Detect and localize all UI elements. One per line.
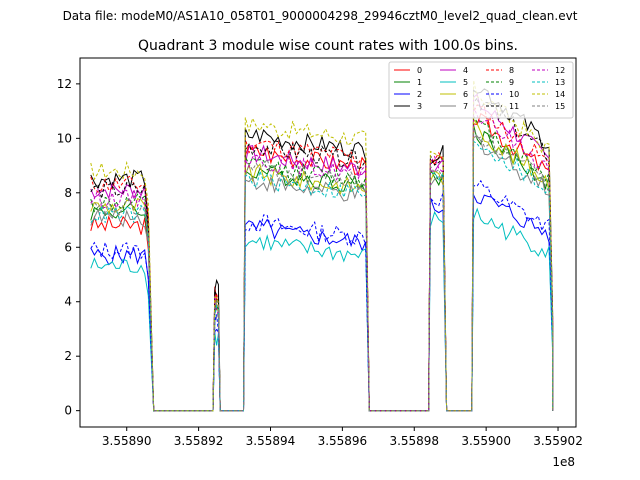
series-layer — [90, 80, 554, 412]
series-line-4 — [90, 93, 554, 412]
legend-label: 5 — [463, 78, 468, 87]
series-line-13 — [90, 140, 554, 412]
x-tick-label: 3.55896 — [318, 434, 368, 448]
legend-label: 12 — [555, 66, 565, 75]
series-line-8 — [90, 104, 554, 412]
series-line-3 — [90, 88, 554, 412]
series-line-1 — [90, 125, 554, 412]
legend-label: 14 — [555, 90, 565, 99]
plot-frame — [79, 57, 577, 428]
legend-label: 2 — [417, 90, 422, 99]
legend-label: 9 — [509, 78, 514, 87]
series-line-5 — [90, 207, 554, 412]
x-axis: 3.55890 3.55892 3.55894 3.55896 3.55898 3.559… — [102, 427, 583, 448]
legend-frame — [388, 61, 574, 119]
x-offset-label: 1e8 — [552, 455, 575, 469]
y-tick-label: 10 — [57, 131, 72, 145]
legend-label: 4 — [463, 66, 468, 75]
series-line-0 — [90, 112, 554, 412]
legend-label: 15 — [555, 102, 565, 111]
series-line-6 — [90, 118, 554, 412]
x-tick-label: 3.55894 — [246, 434, 296, 448]
series-line-9 — [90, 114, 554, 412]
legend-label: 1 — [417, 78, 422, 87]
legend-label: 0 — [417, 66, 422, 75]
legend-label: 10 — [509, 90, 519, 99]
y-tick-label: 12 — [57, 77, 72, 91]
chart-title: Quadrant 3 module wise count rates with … — [138, 38, 518, 54]
y-tick-label: 2 — [64, 349, 72, 363]
y-tick-label: 8 — [64, 186, 72, 200]
series-line-14 — [90, 80, 554, 412]
x-tick-label: 3.55902 — [533, 434, 583, 448]
legend-label: 13 — [555, 78, 565, 87]
legend-label: 8 — [509, 66, 514, 75]
x-tick-label: 3.55890 — [102, 434, 152, 448]
x-tick-label: 3.55900 — [461, 434, 511, 448]
y-tick-label: 6 — [64, 240, 72, 254]
data-file-caption: Data file: modeM0/AS1A10_058T01_90000042… — [63, 9, 578, 23]
x-tick-label: 3.55892 — [174, 434, 224, 448]
legend-label: 7 — [463, 102, 468, 111]
y-tick-label: 0 — [64, 404, 72, 418]
series-line-12 — [90, 106, 554, 412]
series-line-15 — [90, 127, 554, 412]
y-axis: 0 2 4 6 8 10 12 — [57, 77, 80, 418]
legend-label: 11 — [509, 102, 519, 111]
legend-label: 6 — [463, 90, 468, 99]
legend-label: 3 — [417, 102, 422, 111]
y-tick-label: 4 — [64, 295, 72, 309]
x-tick-label: 3.55898 — [389, 434, 439, 448]
series-line-2 — [90, 194, 554, 412]
series-line-10 — [90, 179, 554, 412]
